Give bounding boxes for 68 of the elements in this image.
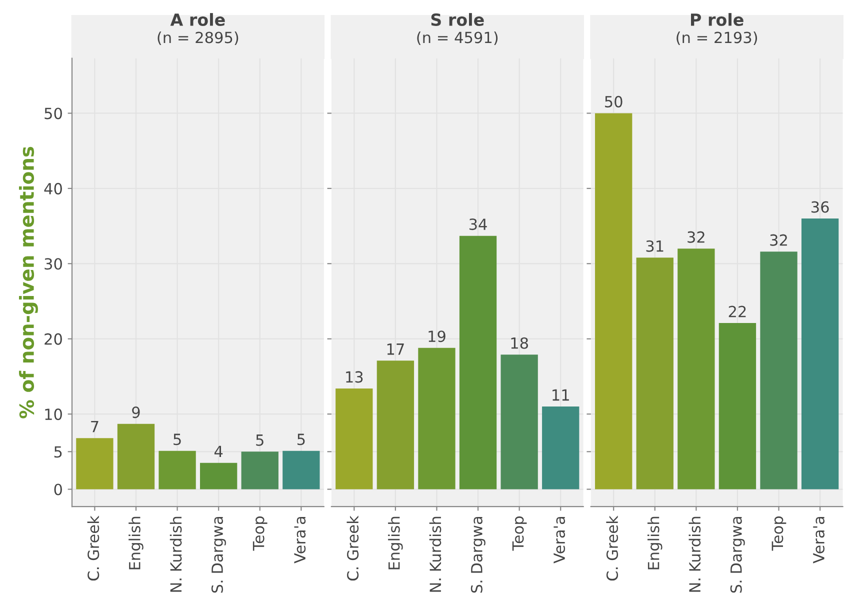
x-tick-label: C. Greek: [346, 516, 359, 581]
x-tick-label: Vera'a: [294, 516, 306, 564]
data-label: 32: [770, 234, 787, 246]
data-label: 19: [428, 330, 446, 342]
data-label: 50: [605, 96, 622, 108]
x-tick-label: N. Kurdish: [429, 516, 442, 592]
chart-title: P role: [691, 13, 744, 26]
y-tick-label: 20: [44, 333, 62, 345]
y-tick-label: 10: [45, 408, 62, 420]
bar: [500, 354, 538, 490]
x-tick-label: C. Greek: [606, 516, 618, 581]
data-label: 22: [728, 306, 746, 318]
y-tick-label: 0: [54, 484, 62, 496]
bar: [418, 348, 456, 490]
data-label: 31: [646, 240, 664, 252]
data-label: 5: [174, 434, 181, 446]
x-tick-label: Teop: [772, 516, 786, 551]
x-tick-label: N. Kurdish: [170, 516, 182, 592]
y-tick-label: 30: [44, 258, 62, 270]
y-tick-label: 40: [44, 182, 62, 194]
x-tick-label: S. Dargwa: [211, 516, 226, 593]
data-label: 13: [346, 371, 363, 383]
bar: [459, 236, 497, 490]
bar: [76, 438, 114, 490]
data-label: 4: [214, 446, 223, 457]
data-label: 11: [552, 389, 569, 401]
x-tick-label: Vera'a: [554, 516, 566, 564]
bar: [282, 450, 320, 490]
y-tick-label: 50: [44, 108, 62, 120]
bar: [760, 252, 798, 490]
data-label: 17: [387, 344, 404, 355]
data-label: 7: [91, 421, 98, 432]
bar: [542, 406, 580, 490]
x-tick-label: English: [388, 516, 403, 570]
x-tick-label: C. Greek: [87, 516, 100, 581]
data-label: 36: [812, 201, 829, 213]
bar: [241, 452, 278, 490]
data-label: 32: [688, 231, 704, 243]
x-tick-label: N. Kurdish: [688, 516, 701, 592]
data-label: 5: [256, 434, 264, 446]
bar: [376, 360, 414, 490]
bar: [200, 462, 238, 490]
x-tick-label: S. Dargwa: [730, 516, 745, 593]
chart-subtitle: (n = 2895): [158, 31, 238, 46]
bar: [595, 113, 632, 490]
data-label: 9: [132, 406, 140, 418]
y-axis-title: % of non-given mentions: [19, 146, 38, 418]
bar: [801, 218, 839, 490]
chart-subtitle: (n = 4591): [417, 31, 498, 46]
x-tick-label: Teop: [512, 516, 527, 551]
chart-subtitle: (n = 2193): [676, 31, 758, 46]
x-tick-label: English: [647, 516, 662, 570]
bar: [678, 248, 715, 490]
bar: [158, 450, 196, 490]
bar: [718, 323, 756, 490]
data-label: 18: [511, 337, 528, 349]
y-tick-label: 5: [54, 446, 62, 458]
bar: [636, 258, 674, 490]
data-label: 34: [469, 218, 487, 230]
data-label: 5: [297, 434, 305, 446]
bar: [117, 424, 155, 490]
x-tick-label: Vera'a: [813, 516, 824, 564]
chart-title: S role: [431, 13, 484, 26]
x-tick-label: English: [128, 516, 144, 570]
chart-title: A role: [170, 13, 225, 26]
bar: [336, 388, 373, 490]
x-tick-label: Teop: [252, 516, 268, 551]
x-tick-label: S. Dargwa: [470, 516, 486, 593]
